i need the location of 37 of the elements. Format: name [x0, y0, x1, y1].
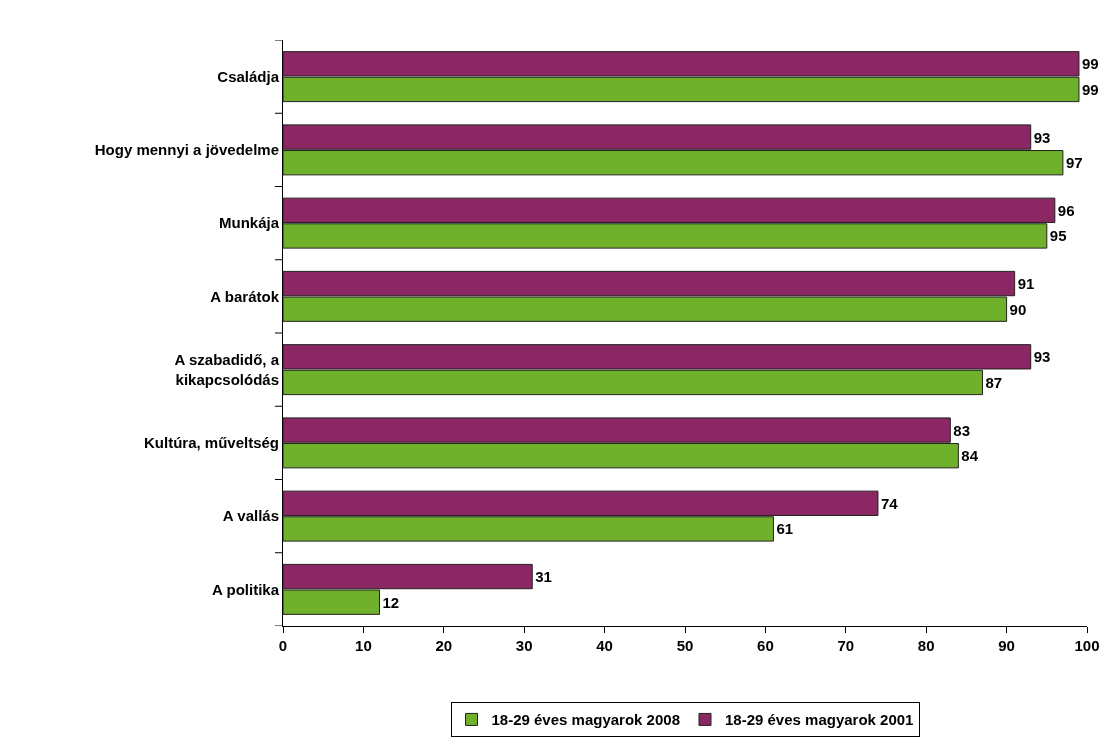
data-label: 74: [880, 494, 899, 512]
x-tick-label: 0: [278, 637, 288, 654]
data-label: 90: [1009, 300, 1027, 318]
y-tick-label: A barátok: [210, 287, 280, 305]
data-label: 83: [953, 421, 971, 439]
y-tick-label: A szabadidő, a kikapcsolódás: [174, 351, 280, 388]
data-label: 91: [1017, 275, 1035, 293]
y-tick-label: A politika: [212, 580, 280, 598]
data-label: 97: [1065, 154, 1083, 172]
y-tick-label: Kultúra, műveltség: [143, 434, 279, 452]
data-label: 93: [1033, 128, 1051, 146]
x-tick-label: 90: [998, 637, 1015, 654]
y-tick-label: Családja: [217, 67, 280, 85]
x-tick-label: 30: [515, 637, 533, 654]
data-label: 93: [1033, 348, 1051, 366]
data-label: 99: [1081, 80, 1099, 98]
x-tick-label: 70: [837, 637, 855, 654]
x-tick-label: 60: [757, 637, 774, 654]
data-label: 95: [1049, 227, 1067, 245]
legend-label: 18-29 éves magyarok 2008: [491, 711, 680, 729]
data-label: 84: [961, 447, 979, 465]
y-tick-label: Munkája: [218, 214, 280, 232]
x-tick-label: 40: [596, 637, 613, 654]
data-label: 12: [382, 593, 400, 611]
x-tick-label: 100: [1074, 637, 1100, 654]
data-label: 61: [776, 520, 794, 538]
x-tick-label: 50: [676, 637, 694, 654]
x-tick-label: 10: [355, 637, 372, 654]
legend-label: 18-29 éves magyarok 2001: [724, 711, 914, 729]
y-tick-label: A vallás: [222, 507, 279, 525]
x-tick-label: 80: [917, 637, 935, 654]
data-label: 99: [1081, 55, 1099, 73]
x-tick-label: 20: [435, 637, 453, 654]
data-label: 87: [985, 373, 1003, 391]
y-tick-label: Hogy mennyi a jövedelme: [94, 141, 279, 159]
data-label: 96: [1057, 201, 1075, 219]
data-label: 31: [535, 568, 552, 586]
